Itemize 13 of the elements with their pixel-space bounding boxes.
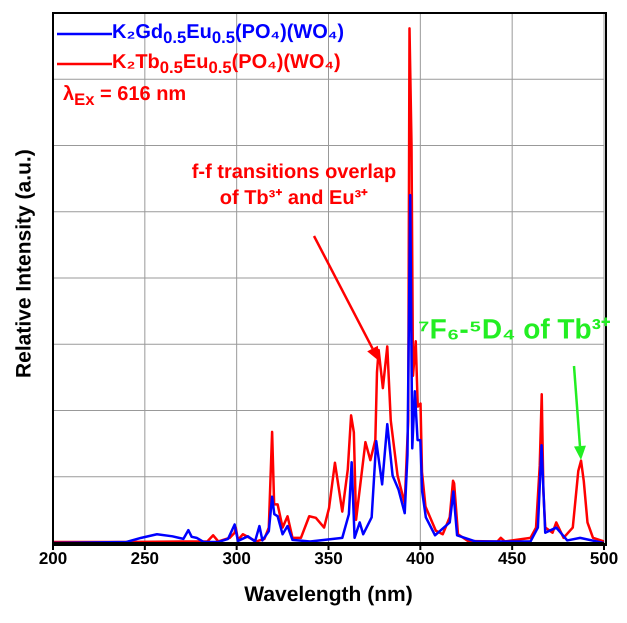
x-tick-label: 350 [314, 549, 343, 568]
x-tick-label: 400 [406, 549, 435, 568]
legend-label: K₂Gd$_{0.5}$Eu$_{0.5}$(PO₄)(WO₄) [112, 20, 344, 48]
x-tick-label: 200 [38, 549, 68, 568]
x-axis-title: Wavelength (nm) [244, 583, 413, 606]
y-axis-title: Relative Intensity (a.u.) [12, 149, 36, 378]
annotation: f-f transitions overlap of Tb³⁺ and Eu³⁺ [192, 161, 396, 209]
x-tick-label: 250 [130, 549, 160, 568]
x-tick-label: 300 [222, 549, 251, 568]
x-tick-label: 500 [590, 549, 618, 568]
legend-label: K₂Tb$_{0.5}$Eu$_{0.5}$(PO₄)(WO₄) [112, 50, 341, 78]
annotation: λ$_{Ex}$ = 616 nm [63, 83, 186, 109]
x-tick-label: 450 [498, 549, 526, 568]
